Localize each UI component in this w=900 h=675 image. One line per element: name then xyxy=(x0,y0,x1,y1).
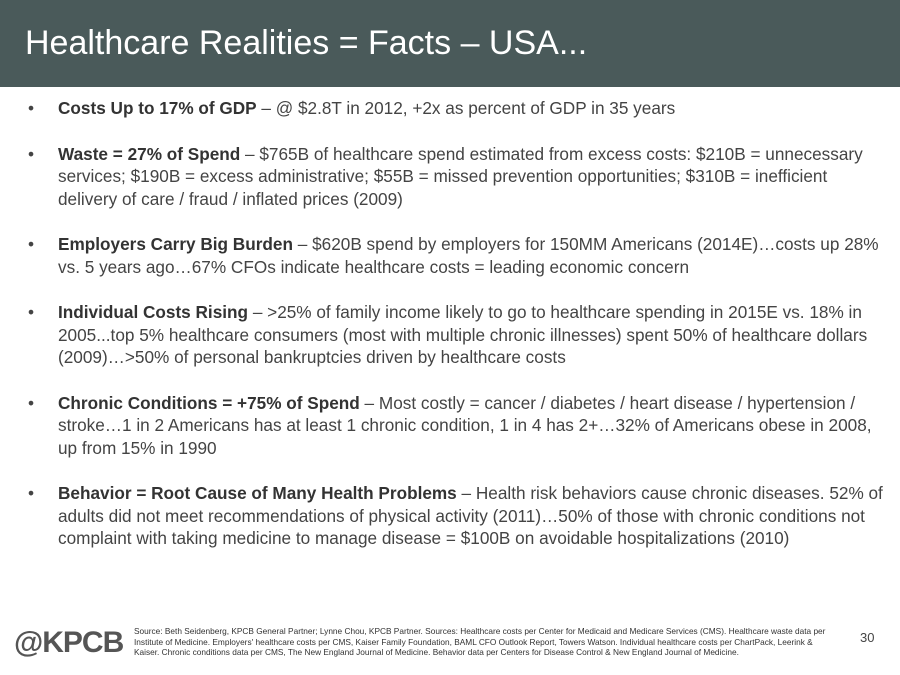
bullet-text: – Health risk behaviors cause chronic di… xyxy=(58,483,883,548)
bullet-heading: Employers Carry Big Burden xyxy=(58,234,293,254)
bullet-icon: • xyxy=(28,98,35,118)
bullet-icon: • xyxy=(28,302,35,322)
bullet-heading: Behavior = Root Cause of Many Health Pro… xyxy=(58,483,457,503)
slide-header: Healthcare Realities = Facts – USA... xyxy=(0,0,900,87)
bullet-text: – $765B of healthcare spend estimated fr… xyxy=(58,143,863,209)
bullet-item: • Waste = 27% of Spend – $765B of healthc… xyxy=(28,143,888,211)
bullet-heading: Costs Up to 17% of GDP xyxy=(58,98,257,118)
bullet-item: • Behavior = Root Cause of Many Health Pr… xyxy=(28,482,888,550)
bullet-text: – @ $2.8T in 2012, +2x as percent of GDP… xyxy=(256,98,676,118)
slide-title: Healthcare Realities = Facts – USA... xyxy=(25,24,588,62)
bullet-icon: • xyxy=(28,143,35,164)
bullet-icon: • xyxy=(28,483,35,503)
bullet-icon: • xyxy=(28,392,35,413)
bullet-item: • Employers Carry Big Burden – $620B spen… xyxy=(28,233,888,278)
bullet-heading: Waste = 27% of Spend xyxy=(58,143,241,164)
kpcb-logo: @KPCB xyxy=(14,626,124,659)
bullet-icon: • xyxy=(28,234,35,254)
bullet-list: • Costs Up to 17% of GDP – @ $2.8T in 201… xyxy=(28,97,888,573)
bullet-text: – Most costly = cancer / diabetes / hear… xyxy=(58,392,872,458)
bullet-text: – $620B spend by employers for 150MM Ame… xyxy=(58,234,879,277)
bullet-item: • Costs Up to 17% of GDP – @ $2.8T in 201… xyxy=(28,97,888,120)
source-note: Source: Beth Seidenberg, KPCB General Pa… xyxy=(134,626,826,657)
bullet-item: • Chronic Conditions = +75% of Spend – Mo… xyxy=(28,392,888,460)
bullet-text: – >25% of family income likely to go to … xyxy=(58,302,868,367)
bullet-item: • Individual Costs Rising – >25% of famil… xyxy=(28,301,888,369)
page-number: 30 xyxy=(860,630,875,645)
bullet-heading: Individual Costs Rising xyxy=(58,302,249,322)
bullet-heading: Chronic Conditions = +75% of Spend xyxy=(58,392,360,413)
